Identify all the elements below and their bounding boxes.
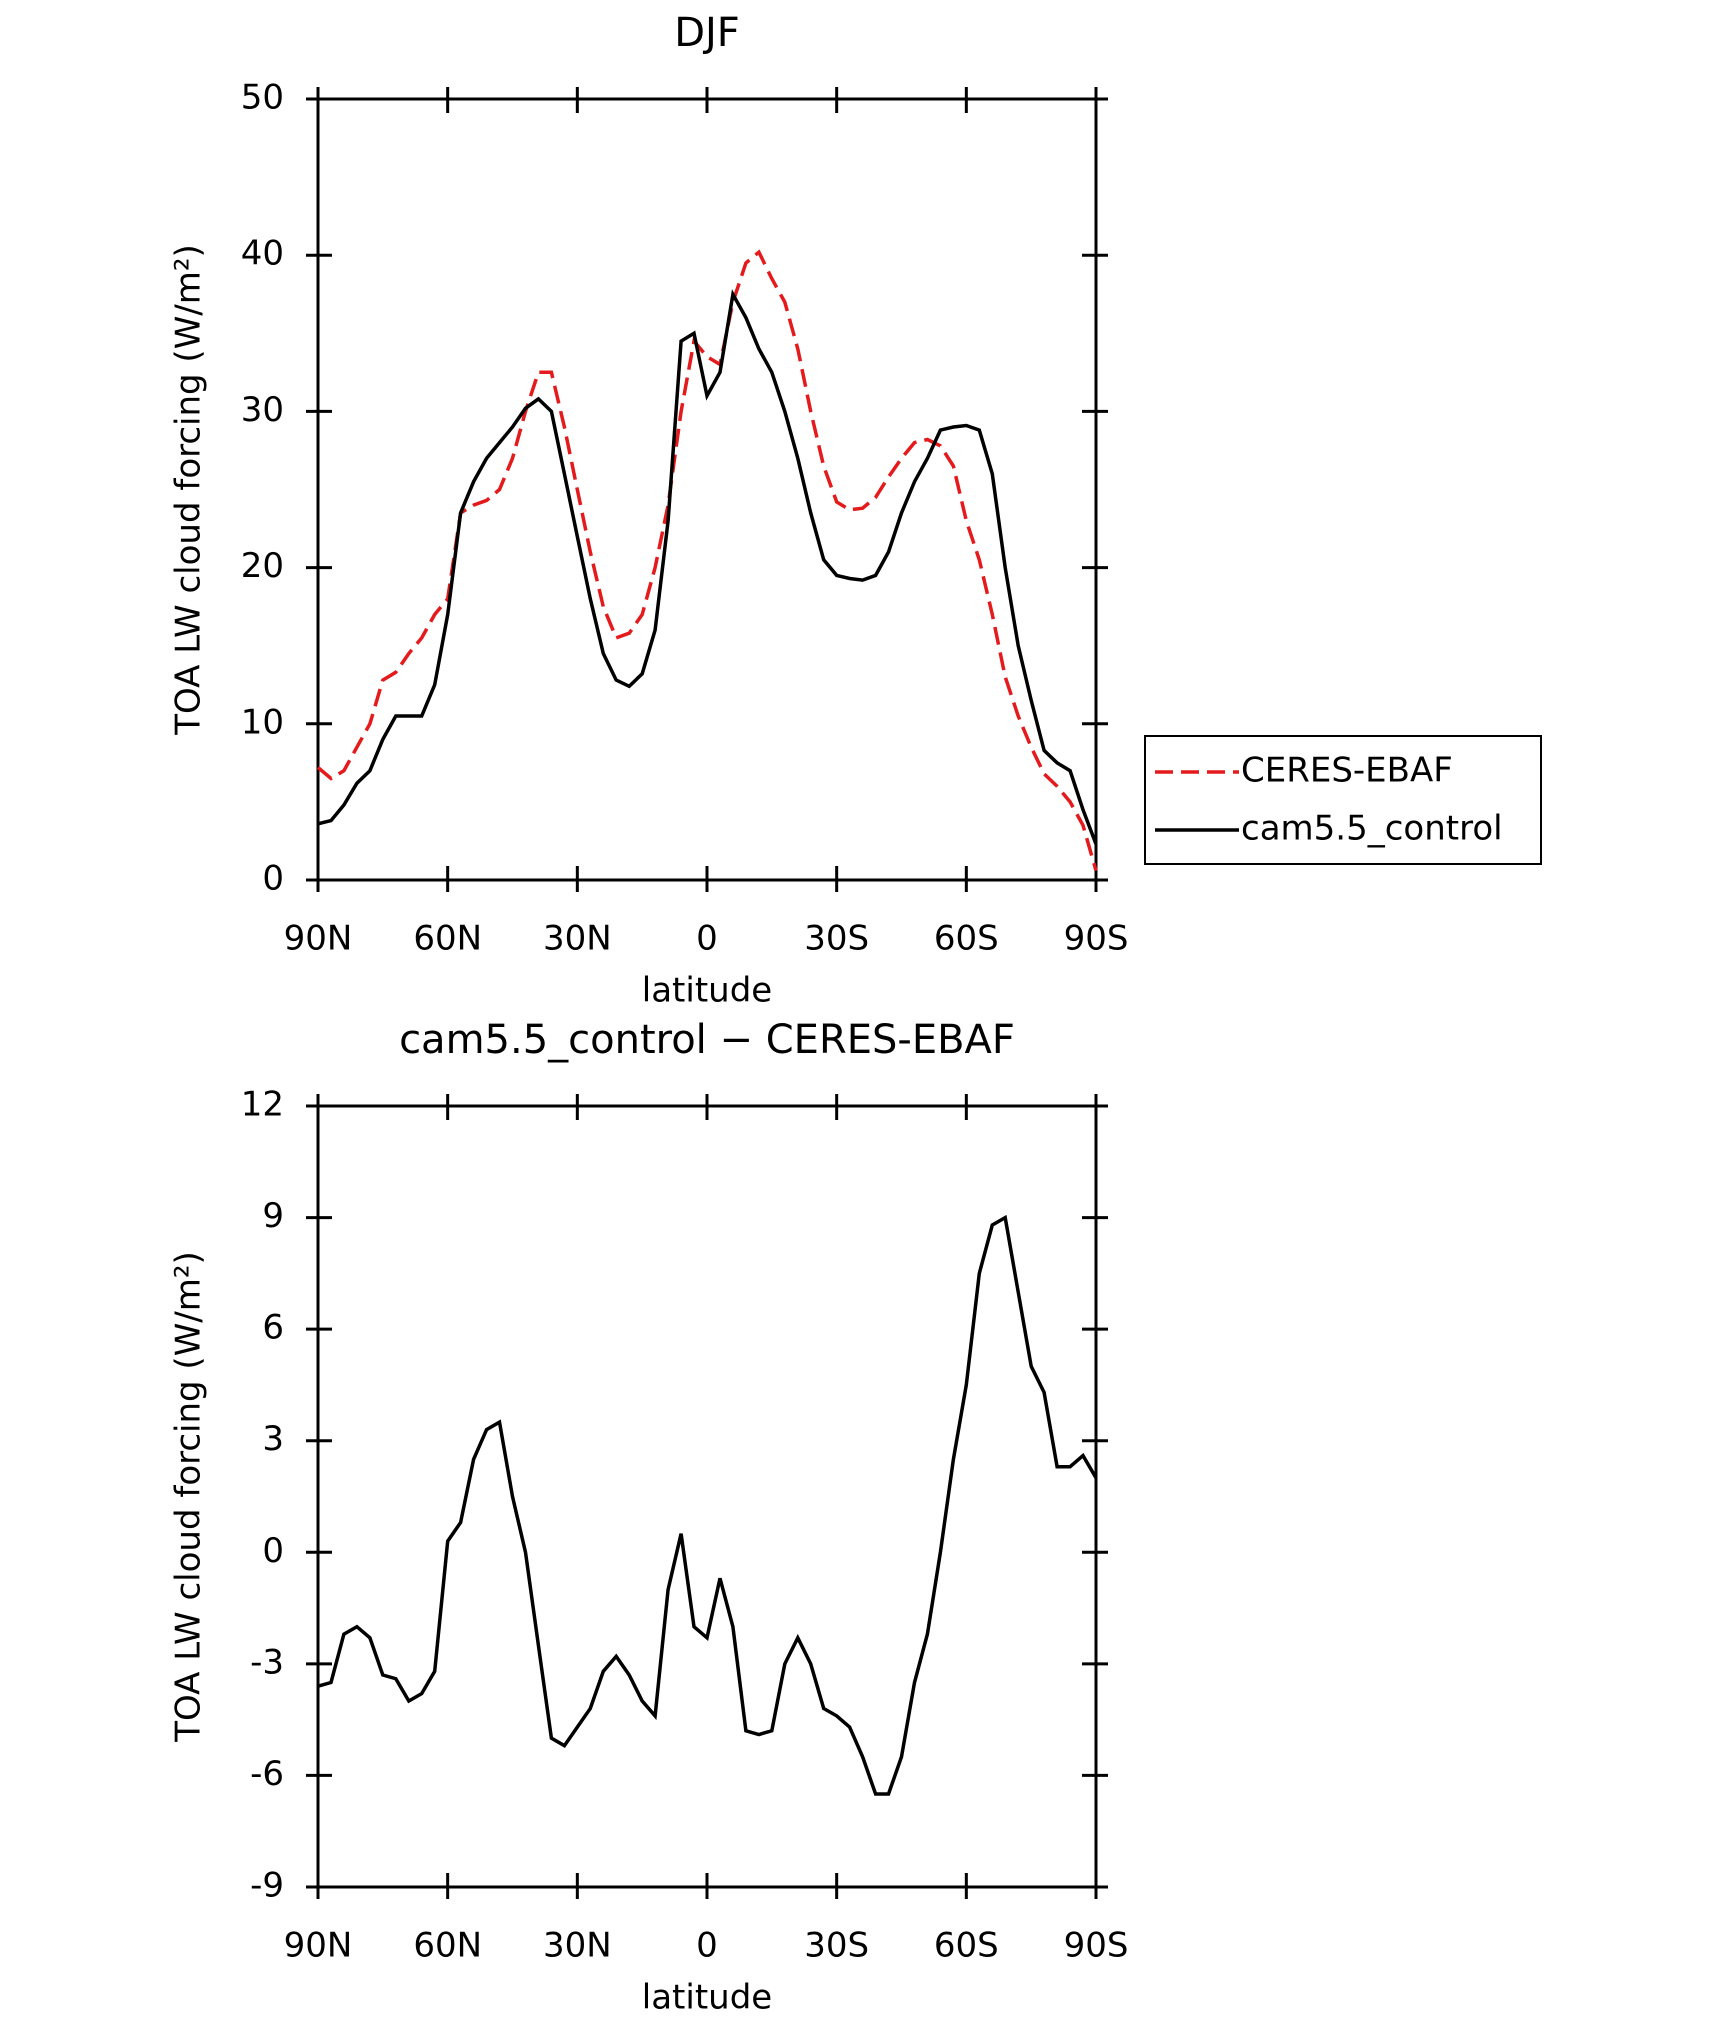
x-tick-label: 30N: [543, 919, 612, 959]
legend-label: cam5.5_control: [1241, 809, 1503, 849]
y-tick-label: 20: [241, 546, 284, 586]
legend-box: [1144, 735, 1542, 865]
x-axis-label: latitude: [642, 1978, 772, 2018]
chart-title: DJF: [674, 10, 740, 56]
x-tick-label: 90S: [1064, 1926, 1129, 1966]
chart-title: cam5.5_control − CERES-EBAF: [399, 1017, 1015, 1063]
y-axis-label: TOA LW cloud forcing (W/m²): [169, 1251, 209, 1743]
y-axis-label: TOA LW cloud forcing (W/m²): [169, 244, 209, 736]
y-tick-label: 50: [241, 78, 284, 118]
y-tick-label: 0: [262, 859, 284, 899]
y-tick-label: 9: [262, 1196, 284, 1236]
x-tick-label: 60N: [413, 1926, 482, 1966]
x-tick-label: 90S: [1064, 919, 1129, 959]
data-line: [317, 289, 1098, 845]
x-tick-label: 0: [696, 919, 718, 959]
y-tick-label: -9: [250, 1866, 284, 1906]
x-tick-label: 60S: [934, 919, 999, 959]
y-tick-label: 12: [241, 1085, 284, 1125]
x-tick-label: 90N: [284, 1926, 353, 1966]
y-tick-label: 3: [262, 1419, 284, 1459]
y-tick-label: 6: [262, 1308, 284, 1348]
y-tick-label: 40: [241, 234, 284, 274]
x-tick-label: 90N: [284, 919, 353, 959]
x-tick-label: 30S: [804, 1926, 869, 1966]
y-tick-label: -6: [250, 1754, 284, 1794]
legend-label: CERES-EBAF: [1241, 751, 1453, 791]
x-axis-label: latitude: [642, 971, 772, 1011]
x-tick-label: 60N: [413, 919, 482, 959]
data-line: [316, 249, 1098, 872]
x-tick-label: 60S: [934, 1926, 999, 1966]
x-tick-label: 30S: [804, 919, 869, 959]
y-tick-label: -3: [250, 1642, 284, 1682]
data-line: [317, 1214, 1098, 1796]
x-tick-label: 0: [696, 1926, 718, 1966]
y-tick-label: 30: [241, 390, 284, 430]
plot-frame: [316, 97, 1098, 882]
y-tick-label: 10: [241, 702, 284, 742]
y-tick-label: 0: [262, 1531, 284, 1571]
plot-frame: [316, 1104, 1098, 1889]
x-tick-label: 30N: [543, 1926, 612, 1966]
